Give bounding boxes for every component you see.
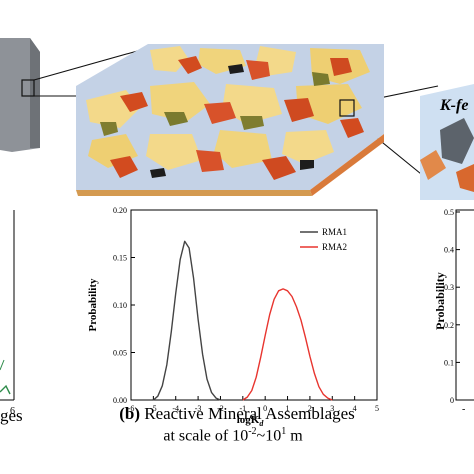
x-tick-label: 2 [308, 404, 312, 413]
legend-label: RMA1 [322, 227, 347, 237]
x-tick-label: -3 [195, 404, 202, 413]
y-axis-ticks: 0.00 0.05 0.10 0.15 0.20 [113, 206, 135, 405]
x-tick-label: -6 [128, 404, 135, 413]
right-axis-label: Probability [433, 272, 447, 330]
left-zoom-block [0, 38, 40, 152]
x-axis-label: logKd [237, 414, 265, 428]
caption-title-text: Reactive Mineral Assemblages [144, 404, 355, 423]
x-tick-label: -1 [239, 404, 246, 413]
y-axis-label: Probability [87, 278, 99, 331]
mineral-block-illustration: K-fe [0, 38, 474, 200]
x-tick-label: -5 [150, 404, 157, 413]
x-axis-label-main: logK [237, 414, 260, 426]
left-axis-tick: 6 [10, 406, 15, 417]
right-tick-label: 0.3 [444, 283, 454, 292]
right-zoom-block [420, 84, 474, 200]
x-tick-label: -4 [172, 404, 179, 413]
callout-label: K-fe [439, 97, 468, 114]
x-tick-label: 3 [330, 404, 334, 413]
right-tick-label: 0.5 [444, 208, 454, 217]
y-tick-label: 0.10 [113, 301, 127, 310]
y-tick-label: 0.15 [113, 254, 127, 263]
caption-title: (b) Reactive Mineral Assemblages [0, 404, 474, 424]
x-tick-label: 4 [353, 404, 357, 413]
y-tick-label: 0.05 [113, 349, 127, 358]
caption-label: (b) [119, 404, 140, 423]
main-mineral-block [76, 44, 384, 196]
right-tick-label: 0.2 [444, 321, 454, 330]
x-axis-ticks: -6 -5 -4 -3 -2 -1 0 1 2 3 4 5 [128, 396, 379, 413]
plot-frame [130, 209, 378, 401]
right-tick-label: 0 [450, 396, 454, 405]
series-line-rma2 [242, 288, 333, 401]
legend: RMA1 RMA2 [300, 227, 347, 252]
right-tick-label: 0.4 [444, 246, 454, 255]
right-tick-labels: 0.5 0.4 0.3 0.2 0.1 0 [444, 208, 460, 405]
x-tick-label: 1 [286, 404, 290, 413]
series-line-rma1 [152, 240, 221, 401]
x-axis-label-sub: d [259, 419, 264, 428]
y-tick-label: 0.20 [113, 206, 127, 215]
caption-scale: at scale of 10-2~101 m [163, 426, 303, 445]
series-lines [152, 240, 333, 401]
right-axis-minus: - [462, 404, 465, 415]
legend-label: RMA2 [322, 242, 347, 252]
x-tick-label: 0 [263, 404, 267, 413]
x-tick-label: 5 [375, 404, 379, 413]
left-caption-fragment: ges [0, 406, 23, 425]
right-tick-label: 0.1 [444, 358, 454, 367]
x-tick-label: -2 [217, 404, 224, 413]
y-tick-label: 0.00 [113, 396, 127, 405]
